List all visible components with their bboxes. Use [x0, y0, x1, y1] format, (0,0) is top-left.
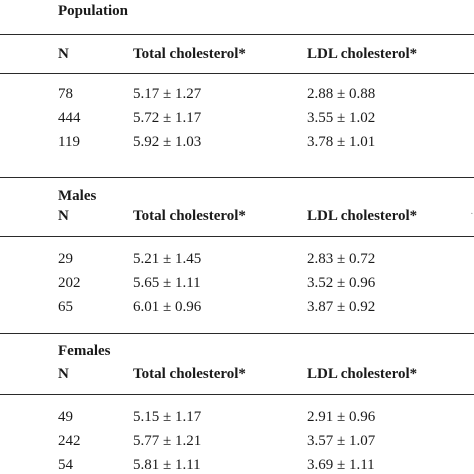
table-cell-n: 54 — [58, 457, 73, 473]
header-n: N — [58, 366, 69, 382]
rule-population-top — [0, 34, 474, 35]
table-cell-total: 5.77 ± 1.21 — [133, 433, 202, 449]
section-title-males: Males — [58, 188, 97, 204]
table-cell-total: 5.92 ± 1.03 — [133, 134, 202, 150]
header-total-cholesterol: Total cholesterol* — [133, 366, 246, 382]
table-cell-total: 5.65 ± 1.11 — [133, 275, 201, 291]
rule-population-header — [0, 73, 474, 74]
edge-mark: · — [470, 208, 474, 220]
header-ldl-cholesterol: LDL cholesterol* — [307, 366, 418, 382]
table-cell-n: 119 — [58, 134, 80, 150]
table-cell-ldl: 2.88 ± 0.88 — [307, 86, 376, 102]
rule-females-header — [0, 394, 474, 395]
rule-males-header — [0, 236, 474, 237]
header-n: N — [58, 46, 69, 62]
table-cell-ldl: 3.55 ± 1.02 — [307, 110, 376, 126]
section-title-females: Females — [58, 343, 111, 359]
table-cell-total: 5.21 ± 1.45 — [133, 251, 202, 267]
table-cell-n: 29 — [58, 251, 73, 267]
rule-section-divider — [0, 177, 474, 178]
table-cell-n: 444 — [58, 110, 81, 126]
table-cell-total: 5.15 ± 1.17 — [133, 409, 202, 425]
table-cell-ldl: 3.57 ± 1.07 — [307, 433, 376, 449]
table-cell-n: 242 — [58, 433, 81, 449]
table-cell-total: 6.01 ± 0.96 — [133, 299, 202, 315]
header-total-cholesterol: Total cholesterol* — [133, 208, 246, 224]
header-total-cholesterol: Total cholesterol* — [133, 46, 246, 62]
table-cell-ldl: 3.78 ± 1.01 — [307, 134, 376, 150]
table-cell-ldl: 3.87 ± 0.92 — [307, 299, 376, 315]
table-cell-n: 202 — [58, 275, 81, 291]
table-cell-n: 78 — [58, 86, 73, 102]
table-cell-total: 5.72 ± 1.17 — [133, 110, 202, 126]
table-cell-ldl: 3.69 ± 1.11 — [307, 457, 375, 473]
table-cell-total: 5.81 ± 1.11 — [133, 457, 201, 473]
table-cell-total: 5.17 ± 1.27 — [133, 86, 202, 102]
table-cell-ldl: 2.91 ± 0.96 — [307, 409, 376, 425]
section-title-population: Population — [58, 3, 129, 19]
header-ldl-cholesterol: LDL cholesterol* — [307, 46, 418, 62]
header-ldl-cholesterol: LDL cholesterol* — [307, 208, 418, 224]
header-n: N — [58, 208, 69, 224]
rule-section-divider — [0, 333, 474, 334]
table-cell-ldl: 2.83 ± 0.72 — [307, 251, 376, 267]
table-cell-n: 65 — [58, 299, 73, 315]
table-cell-n: 49 — [58, 409, 73, 425]
table-cell-ldl: 3.52 ± 0.96 — [307, 275, 376, 291]
